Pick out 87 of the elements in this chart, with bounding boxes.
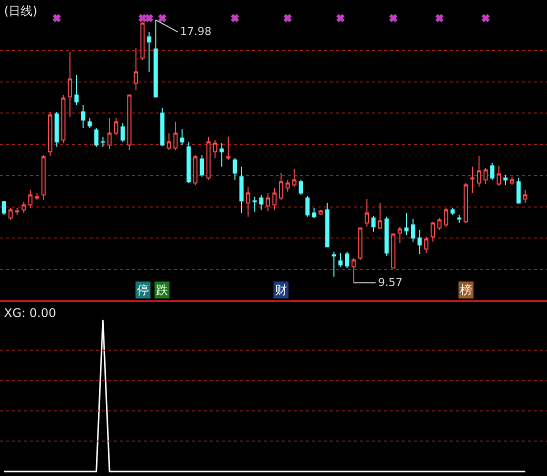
candlestick [206, 136, 211, 180]
candlestick [239, 166, 244, 214]
candlestick [464, 182, 468, 224]
candlestick [8, 208, 13, 220]
chart-title: XG: 0.00 [4, 306, 56, 320]
candlestick [154, 19, 158, 98]
candlestick [516, 178, 521, 204]
candlestick [186, 141, 191, 184]
candlestick [160, 108, 164, 146]
candlestick [200, 154, 204, 178]
candlestick [450, 208, 455, 216]
candlestick [490, 162, 494, 180]
candlestick [54, 111, 59, 148]
candlestick [437, 218, 442, 230]
candlestick [2, 200, 6, 216]
candlestick [180, 128, 184, 146]
candlestick [510, 176, 514, 186]
candlestick [352, 258, 356, 284]
candlestick [127, 94, 132, 150]
candlestick [94, 128, 98, 148]
annotation: 财 [275, 283, 287, 297]
candlestick [476, 155, 482, 188]
candlestick [344, 251, 350, 269]
candlestick [193, 154, 198, 186]
candlestick [338, 252, 343, 268]
candlestick [120, 122, 125, 142]
candlestick [484, 168, 488, 184]
candlestick [398, 226, 402, 244]
candlestick [232, 158, 238, 180]
candlestick [74, 74, 79, 106]
candlestick [166, 132, 172, 150]
candlestick [266, 192, 270, 212]
candlestick [272, 188, 277, 210]
candlestick [318, 209, 323, 216]
candlestick [41, 154, 46, 200]
candlestick [410, 218, 416, 242]
candlestick [252, 196, 257, 212]
candlestick [496, 165, 501, 186]
candlestick [292, 168, 296, 188]
candlestick [404, 212, 409, 236]
candlestick [298, 179, 303, 196]
candlestick [278, 172, 284, 200]
candlestick [134, 48, 138, 90]
candlestick [61, 94, 66, 144]
candlestick [371, 215, 376, 232]
annotation: 榜 [460, 283, 472, 297]
candlestick [15, 208, 20, 216]
candlestick [470, 166, 475, 194]
candlestick [523, 189, 528, 204]
candlestick [100, 136, 106, 148]
candlestick [48, 111, 52, 156]
candlestick [457, 214, 462, 224]
candlestick [259, 194, 264, 210]
candlestick [114, 118, 118, 136]
candlestick [384, 216, 389, 256]
candlestick [246, 186, 250, 218]
candlestick [325, 202, 330, 248]
candlestick [88, 118, 92, 129]
candlestick [68, 51, 72, 118]
candlestick [220, 142, 224, 168]
annotation: 停 [137, 283, 149, 297]
candlestick [286, 179, 290, 192]
candlestick [444, 208, 448, 228]
candlestick [305, 195, 310, 218]
candlestick [358, 226, 362, 260]
candlestick [173, 121, 178, 150]
candlestick [312, 208, 316, 219]
annotation: 17.98 [180, 25, 212, 38]
candlestick [34, 192, 40, 200]
candlestick [332, 251, 336, 278]
chart-title: (日线) [4, 4, 38, 18]
annotation: 9.57 [378, 276, 402, 289]
candlestick [28, 189, 32, 209]
candlestick [418, 229, 422, 254]
candlestick [364, 198, 369, 228]
candlestick [22, 201, 26, 214]
candlestick [107, 118, 112, 150]
candlestick [424, 236, 428, 254]
candlestick [147, 31, 152, 72]
candlestick [391, 232, 396, 270]
candlestick [503, 174, 508, 186]
annotation: 跌 [156, 283, 168, 297]
candlestick [226, 136, 230, 160]
candlestick [81, 104, 86, 129]
candlestick [378, 202, 382, 230]
candlestick [430, 221, 435, 242]
candlestick [212, 139, 218, 159]
